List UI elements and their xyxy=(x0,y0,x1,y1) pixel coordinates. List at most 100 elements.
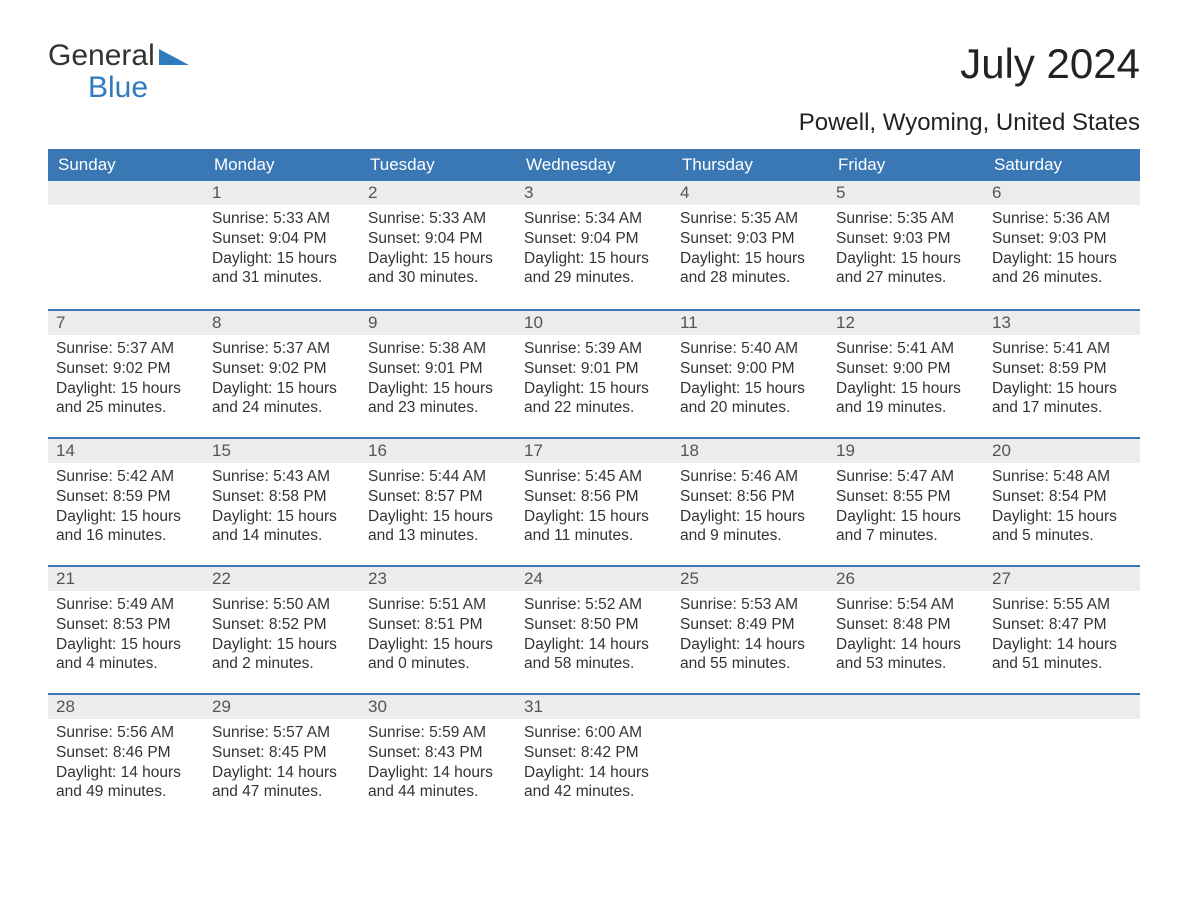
day-body: Sunrise: 5:49 AMSunset: 8:53 PMDaylight:… xyxy=(48,591,204,692)
daylight1-line: Daylight: 15 hours xyxy=(212,635,352,655)
sunset-line: Sunset: 9:01 PM xyxy=(524,359,664,379)
daylight2-line: and 51 minutes. xyxy=(992,654,1132,674)
day-cell: 13Sunrise: 5:41 AMSunset: 8:59 PMDayligh… xyxy=(984,311,1140,437)
day-body: Sunrise: 5:40 AMSunset: 9:00 PMDaylight:… xyxy=(672,335,828,436)
day-number: 17 xyxy=(516,439,672,463)
brand-logo: General Blue xyxy=(48,40,189,103)
sunrise-line: Sunrise: 5:52 AM xyxy=(524,595,664,615)
daylight2-line: and 47 minutes. xyxy=(212,782,352,802)
daylight1-line: Daylight: 15 hours xyxy=(680,249,820,269)
day-body: Sunrise: 5:48 AMSunset: 8:54 PMDaylight:… xyxy=(984,463,1140,564)
daylight1-line: Daylight: 14 hours xyxy=(368,763,508,783)
day-body: Sunrise: 5:59 AMSunset: 8:43 PMDaylight:… xyxy=(360,719,516,820)
week-row: 14Sunrise: 5:42 AMSunset: 8:59 PMDayligh… xyxy=(48,437,1140,565)
daylight2-line: and 25 minutes. xyxy=(56,398,196,418)
week-row: 28Sunrise: 5:56 AMSunset: 8:46 PMDayligh… xyxy=(48,693,1140,821)
daylight2-line: and 28 minutes. xyxy=(680,268,820,288)
day-number: 2 xyxy=(360,181,516,205)
daylight1-line: Daylight: 15 hours xyxy=(368,379,508,399)
day-cell: 23Sunrise: 5:51 AMSunset: 8:51 PMDayligh… xyxy=(360,567,516,693)
day-number: 18 xyxy=(672,439,828,463)
sunset-line: Sunset: 9:03 PM xyxy=(836,229,976,249)
day-cell: 21Sunrise: 5:49 AMSunset: 8:53 PMDayligh… xyxy=(48,567,204,693)
day-body: Sunrise: 5:45 AMSunset: 8:56 PMDaylight:… xyxy=(516,463,672,564)
daylight2-line: and 49 minutes. xyxy=(56,782,196,802)
day-number: 12 xyxy=(828,311,984,335)
daylight2-line: and 23 minutes. xyxy=(368,398,508,418)
day-body: Sunrise: 5:55 AMSunset: 8:47 PMDaylight:… xyxy=(984,591,1140,692)
day-number: 5 xyxy=(828,181,984,205)
day-cell: 30Sunrise: 5:59 AMSunset: 8:43 PMDayligh… xyxy=(360,695,516,821)
day-body: Sunrise: 5:33 AMSunset: 9:04 PMDaylight:… xyxy=(204,205,360,306)
sunset-line: Sunset: 8:49 PM xyxy=(680,615,820,635)
daylight2-line: and 31 minutes. xyxy=(212,268,352,288)
sunset-line: Sunset: 9:02 PM xyxy=(56,359,196,379)
day-body: Sunrise: 5:38 AMSunset: 9:01 PMDaylight:… xyxy=(360,335,516,436)
day-number: 16 xyxy=(360,439,516,463)
sunset-line: Sunset: 8:42 PM xyxy=(524,743,664,763)
daylight2-line: and 14 minutes. xyxy=(212,526,352,546)
day-number: 7 xyxy=(48,311,204,335)
day-number: 9 xyxy=(360,311,516,335)
day-body: Sunrise: 5:50 AMSunset: 8:52 PMDaylight:… xyxy=(204,591,360,692)
month-title: July 2024 xyxy=(960,40,1140,88)
sunrise-line: Sunrise: 5:49 AM xyxy=(56,595,196,615)
day-body: Sunrise: 5:39 AMSunset: 9:01 PMDaylight:… xyxy=(516,335,672,436)
sunset-line: Sunset: 8:50 PM xyxy=(524,615,664,635)
daylight1-line: Daylight: 15 hours xyxy=(368,507,508,527)
daylight1-line: Daylight: 15 hours xyxy=(212,507,352,527)
day-cell: 2Sunrise: 5:33 AMSunset: 9:04 PMDaylight… xyxy=(360,181,516,309)
sunset-line: Sunset: 9:02 PM xyxy=(212,359,352,379)
daylight2-line: and 5 minutes. xyxy=(992,526,1132,546)
daylight1-line: Daylight: 15 hours xyxy=(368,635,508,655)
sunset-line: Sunset: 8:58 PM xyxy=(212,487,352,507)
daylight1-line: Daylight: 15 hours xyxy=(992,249,1132,269)
sunrise-line: Sunrise: 5:57 AM xyxy=(212,723,352,743)
sunrise-line: Sunrise: 5:36 AM xyxy=(992,209,1132,229)
daylight1-line: Daylight: 15 hours xyxy=(56,635,196,655)
day-body: Sunrise: 5:54 AMSunset: 8:48 PMDaylight:… xyxy=(828,591,984,692)
daylight1-line: Daylight: 15 hours xyxy=(524,379,664,399)
day-number: 13 xyxy=(984,311,1140,335)
sunrise-line: Sunrise: 5:55 AM xyxy=(992,595,1132,615)
day-body: Sunrise: 5:41 AMSunset: 9:00 PMDaylight:… xyxy=(828,335,984,436)
day-number: 11 xyxy=(672,311,828,335)
weekday-saturday: Saturday xyxy=(984,149,1140,181)
day-cell: 3Sunrise: 5:34 AMSunset: 9:04 PMDaylight… xyxy=(516,181,672,309)
daylight1-line: Daylight: 15 hours xyxy=(992,507,1132,527)
sunrise-line: Sunrise: 5:33 AM xyxy=(368,209,508,229)
sunset-line: Sunset: 9:04 PM xyxy=(524,229,664,249)
header-row: General Blue July 2024 xyxy=(48,40,1140,103)
sunrise-line: Sunrise: 5:53 AM xyxy=(680,595,820,615)
daylight1-line: Daylight: 15 hours xyxy=(56,379,196,399)
sunset-line: Sunset: 8:57 PM xyxy=(368,487,508,507)
day-number: 31 xyxy=(516,695,672,719)
sunset-line: Sunset: 9:03 PM xyxy=(680,229,820,249)
day-body: Sunrise: 5:34 AMSunset: 9:04 PMDaylight:… xyxy=(516,205,672,306)
day-cell: 9Sunrise: 5:38 AMSunset: 9:01 PMDaylight… xyxy=(360,311,516,437)
sunrise-line: Sunrise: 5:47 AM xyxy=(836,467,976,487)
sunrise-line: Sunrise: 5:46 AM xyxy=(680,467,820,487)
day-cell: 18Sunrise: 5:46 AMSunset: 8:56 PMDayligh… xyxy=(672,439,828,565)
daylight2-line: and 11 minutes. xyxy=(524,526,664,546)
sunset-line: Sunset: 8:43 PM xyxy=(368,743,508,763)
day-cell: 6Sunrise: 5:36 AMSunset: 9:03 PMDaylight… xyxy=(984,181,1140,309)
day-body xyxy=(828,719,984,741)
daylight2-line: and 26 minutes. xyxy=(992,268,1132,288)
daylight2-line: and 44 minutes. xyxy=(368,782,508,802)
day-number xyxy=(672,695,828,719)
daylight2-line: and 42 minutes. xyxy=(524,782,664,802)
day-number xyxy=(828,695,984,719)
day-number: 4 xyxy=(672,181,828,205)
sunset-line: Sunset: 9:04 PM xyxy=(212,229,352,249)
day-number: 24 xyxy=(516,567,672,591)
daylight1-line: Daylight: 15 hours xyxy=(992,379,1132,399)
weeks-container: 1Sunrise: 5:33 AMSunset: 9:04 PMDaylight… xyxy=(48,181,1140,821)
sunrise-line: Sunrise: 5:37 AM xyxy=(212,339,352,359)
sunset-line: Sunset: 8:55 PM xyxy=(836,487,976,507)
daylight1-line: Daylight: 14 hours xyxy=(524,635,664,655)
daylight2-line: and 30 minutes. xyxy=(368,268,508,288)
day-cell: 11Sunrise: 5:40 AMSunset: 9:00 PMDayligh… xyxy=(672,311,828,437)
sunrise-line: Sunrise: 5:56 AM xyxy=(56,723,196,743)
sunset-line: Sunset: 8:56 PM xyxy=(524,487,664,507)
